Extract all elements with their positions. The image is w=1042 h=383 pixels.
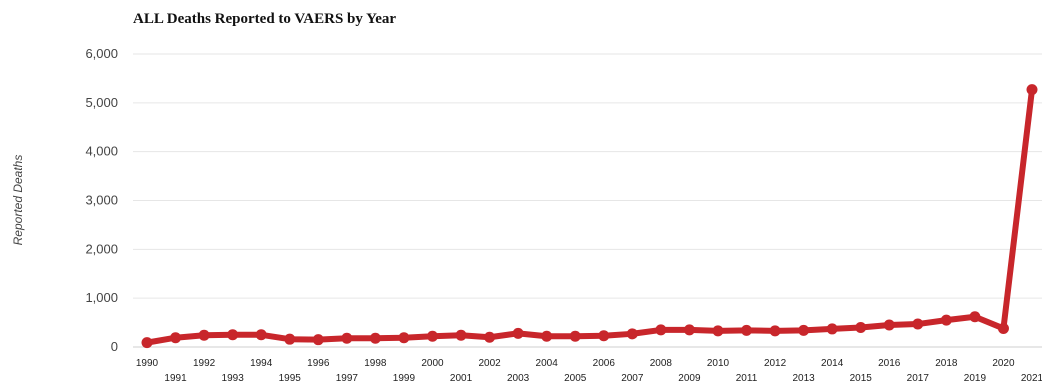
x-tick-label: 1994: [250, 358, 273, 369]
x-tick-label: 2014: [821, 358, 844, 369]
series-line: [144, 86, 1035, 346]
data-point: [855, 321, 867, 333]
x-tick-label: 2017: [907, 373, 930, 383]
x-tick-label: 2021: [1021, 373, 1042, 383]
x-tick-label: 1996: [307, 358, 330, 369]
x-tick-label: 2004: [536, 358, 559, 369]
data-point: [683, 324, 695, 336]
data-point: [626, 328, 638, 340]
x-tick-label: 1993: [222, 373, 245, 383]
data-point: [426, 330, 438, 342]
x-tick-label: 1991: [164, 373, 187, 383]
data-point: [369, 332, 381, 344]
y-axis-label: Reported Deaths: [11, 155, 25, 246]
data-point: [997, 322, 1009, 334]
data-point: [398, 332, 410, 344]
y-tick-label: 0: [111, 339, 118, 354]
grid: [133, 53, 1042, 348]
x-tick-label: 2011: [736, 373, 758, 383]
x-tick-label: 1990: [136, 358, 159, 369]
x-tick-label: 2003: [507, 373, 530, 383]
data-point: [769, 325, 781, 337]
data-point: [712, 325, 724, 337]
data-point: [141, 337, 153, 349]
x-tick-label: 2016: [878, 358, 901, 369]
x-tick-label: 2012: [764, 358, 787, 369]
y-axis-ticks: 0 1,000 2,000 3,000 4,000 5,000 6,000: [85, 46, 118, 354]
data-point: [198, 329, 210, 341]
x-tick-label: 1999: [393, 373, 416, 383]
x-tick-label: 1995: [279, 373, 302, 383]
data-point: [569, 330, 581, 342]
x-tick-label: 2001: [450, 373, 473, 383]
x-tick-label: 2008: [650, 358, 673, 369]
data-point: [284, 333, 296, 345]
data-point: [883, 319, 895, 331]
x-tick-label: 2000: [421, 358, 444, 369]
data-point: [655, 324, 667, 336]
data-point: [255, 329, 267, 341]
data-point: [969, 311, 981, 323]
data-point: [170, 332, 182, 344]
x-axis-ticks: 1990 1991 1992 1993 1994 1995 1996 1997 1998 1999…: [136, 358, 1042, 383]
series-line-layer: [144, 86, 1035, 346]
x-tick-label: 1992: [193, 358, 216, 369]
data-point: [312, 334, 324, 346]
x-tick-label: 2013: [792, 373, 815, 383]
data-point: [912, 318, 924, 330]
data-point: [741, 324, 753, 336]
x-tick-label: 2007: [621, 373, 644, 383]
data-point: [826, 323, 838, 335]
series-points-layer: [141, 84, 1038, 349]
data-point: [940, 314, 952, 326]
x-tick-label: 2020: [992, 358, 1015, 369]
data-point: [1026, 84, 1038, 96]
y-tick-label: 5,000: [85, 95, 118, 110]
data-point: [512, 327, 524, 339]
x-tick-label: 2015: [850, 373, 873, 383]
chart-title: ALL Deaths Reported to VAERS by Year: [133, 11, 396, 27]
x-tick-label: 2009: [678, 373, 701, 383]
data-point: [598, 330, 610, 342]
x-tick-label: 2005: [564, 373, 587, 383]
x-tick-label: 1997: [336, 373, 359, 383]
x-tick-label: 2006: [593, 358, 616, 369]
y-tick-label: 3,000: [85, 193, 118, 208]
y-tick-label: 2,000: [85, 241, 118, 256]
x-tick-label: 2019: [964, 373, 987, 383]
data-point: [455, 329, 467, 341]
y-tick-label: 4,000: [85, 144, 118, 159]
x-tick-label: 2018: [935, 358, 958, 369]
data-point: [541, 330, 553, 342]
y-tick-label: 1,000: [85, 290, 118, 305]
data-point: [341, 332, 353, 344]
data-point: [227, 329, 239, 341]
x-tick-label: 2010: [707, 358, 730, 369]
x-tick-label: 1998: [364, 358, 387, 369]
data-point: [484, 331, 496, 343]
y-tick-label: 6,000: [85, 46, 118, 61]
x-tick-label: 2002: [478, 358, 501, 369]
data-point: [798, 324, 810, 336]
